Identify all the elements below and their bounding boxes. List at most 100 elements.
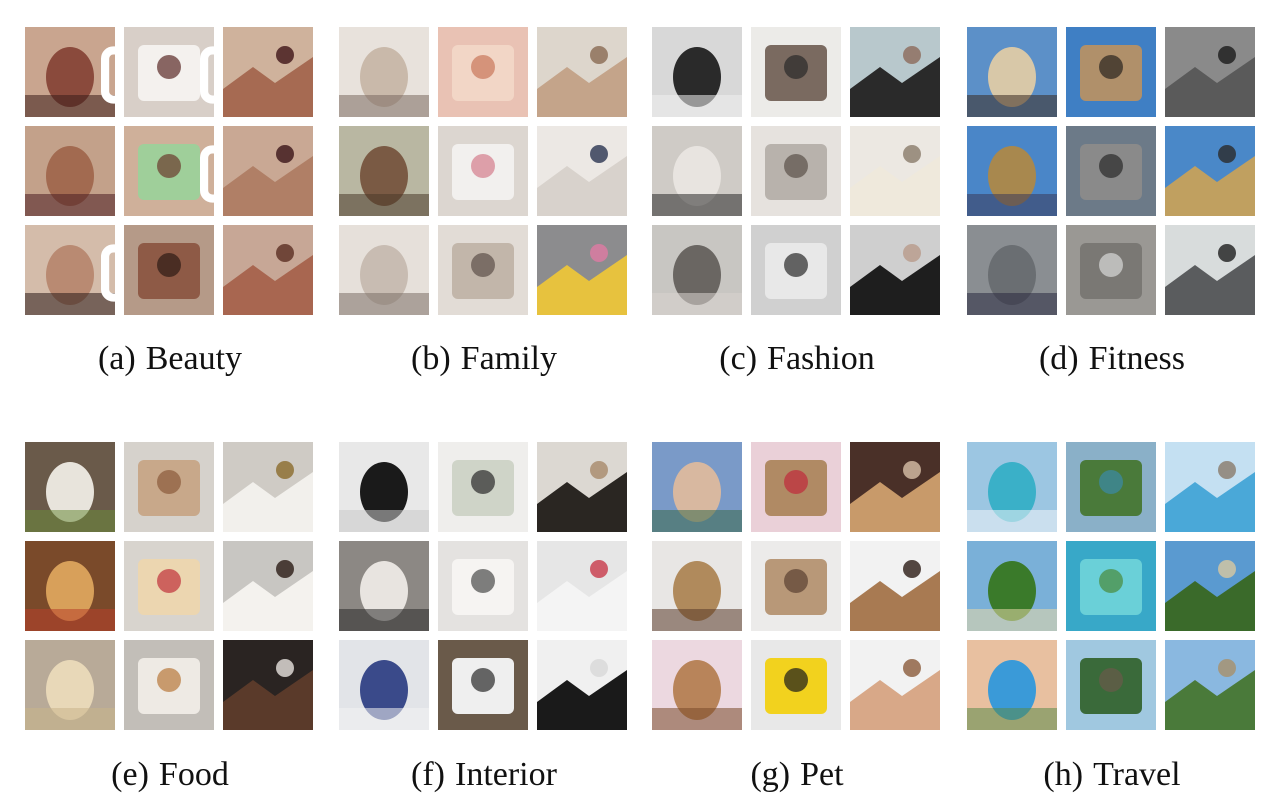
thumbnail-image xyxy=(751,640,841,730)
panel-pet xyxy=(652,442,942,732)
thumbnail-image xyxy=(1165,541,1255,631)
thumbnail-image xyxy=(25,27,115,117)
thumbnail-image xyxy=(967,640,1057,730)
caption-label: (h) xyxy=(1043,756,1084,793)
panel-beauty xyxy=(25,27,315,317)
thumbnail-image xyxy=(124,126,214,216)
caption-label: (c) xyxy=(719,340,758,377)
caption-label: (b) xyxy=(411,340,451,377)
thumbnail-image xyxy=(339,225,429,315)
caption-label: (g) xyxy=(750,756,791,793)
thumbnail-image xyxy=(652,126,742,216)
video-camera-icon xyxy=(200,30,214,104)
panel-fitness xyxy=(967,27,1257,317)
thumbnail-image xyxy=(223,27,313,117)
thumbnail-image xyxy=(223,541,313,631)
caption-travel: (h) Travel xyxy=(967,756,1257,794)
thumbnail-image xyxy=(1165,27,1255,117)
thumbnail-image xyxy=(25,126,115,216)
thumbnail-image xyxy=(537,541,627,631)
thumbnail-image xyxy=(1165,442,1255,532)
thumbnail-image xyxy=(25,225,115,315)
thumbnail-image xyxy=(967,442,1057,532)
panel-food xyxy=(25,442,315,732)
thumbnail-image xyxy=(339,27,429,117)
thumbnail-image xyxy=(967,225,1057,315)
caption-label: (a) xyxy=(97,340,136,377)
thumbnail-image xyxy=(537,126,627,216)
thumbnail-image xyxy=(652,225,742,315)
thumbnail-image xyxy=(339,126,429,216)
thumbnail-image xyxy=(124,541,214,631)
video-camera-icon xyxy=(101,228,115,302)
thumbnail-image xyxy=(967,126,1057,216)
thumbnail-image xyxy=(537,442,627,532)
panel-fashion xyxy=(652,27,942,317)
thumbnail-image xyxy=(652,640,742,730)
caption-category: Family xyxy=(460,340,557,377)
thumbnail-image xyxy=(124,225,214,315)
thumbnail-image xyxy=(850,442,940,532)
thumbnail-image xyxy=(850,225,940,315)
thumbnail-image xyxy=(850,640,940,730)
thumbnail-image xyxy=(537,225,627,315)
thumbnail-image xyxy=(850,126,940,216)
caption-food: (e) Food xyxy=(25,756,315,794)
caption-interior: (f) Interior xyxy=(339,756,629,794)
thumbnail-image xyxy=(124,640,214,730)
thumbnail-image xyxy=(438,541,528,631)
caption-label: (d) xyxy=(1038,340,1079,377)
thumbnail-image xyxy=(751,541,841,631)
thumbnail-image xyxy=(25,541,115,631)
caption-category: Interior xyxy=(455,756,557,793)
thumbnail-image xyxy=(967,541,1057,631)
thumbnail-image xyxy=(339,640,429,730)
panel-family xyxy=(339,27,629,317)
thumbnail-image xyxy=(850,541,940,631)
caption-category: Pet xyxy=(800,756,844,793)
thumbnail-image xyxy=(223,126,313,216)
caption-category: Travel xyxy=(1093,756,1181,793)
video-camera-icon xyxy=(101,30,115,104)
thumbnail-image xyxy=(124,442,214,532)
thumbnail-image xyxy=(1066,225,1156,315)
thumbnail-image xyxy=(124,27,214,117)
thumbnail-image xyxy=(438,640,528,730)
thumbnail-image xyxy=(1066,126,1156,216)
thumbnail-image xyxy=(751,442,841,532)
thumbnail-image xyxy=(1165,126,1255,216)
thumbnail-image xyxy=(438,225,528,315)
thumbnail-image xyxy=(223,640,313,730)
thumbnail-image xyxy=(751,126,841,216)
thumbnail-image xyxy=(537,27,627,117)
video-camera-icon xyxy=(200,129,214,203)
caption-pet: (g) Pet xyxy=(652,756,942,794)
thumbnail-image xyxy=(223,442,313,532)
thumbnail-image xyxy=(1066,442,1156,532)
thumbnail-image xyxy=(537,640,627,730)
thumbnail-image xyxy=(1165,640,1255,730)
caption-family: (b) Family xyxy=(339,340,629,378)
thumbnail-image xyxy=(339,442,429,532)
panel-travel xyxy=(967,442,1257,732)
thumbnail-image xyxy=(850,27,940,117)
thumbnail-image xyxy=(339,541,429,631)
caption-beauty: (a) Beauty xyxy=(25,340,315,378)
thumbnail-image xyxy=(25,442,115,532)
thumbnail-image xyxy=(223,225,313,315)
caption-fashion: (c) Fashion xyxy=(652,340,942,378)
caption-category: Fitness xyxy=(1088,340,1185,377)
caption-fitness: (d) Fitness xyxy=(967,340,1257,378)
caption-category: Food xyxy=(158,756,229,793)
thumbnail-image xyxy=(1066,541,1156,631)
thumbnail-image xyxy=(438,27,528,117)
thumbnail-image xyxy=(652,442,742,532)
caption-label: (e) xyxy=(111,756,149,793)
thumbnail-image xyxy=(1165,225,1255,315)
thumbnail-image xyxy=(652,541,742,631)
thumbnail-image xyxy=(1066,640,1156,730)
caption-category: Fashion xyxy=(767,340,875,377)
thumbnail-image xyxy=(25,640,115,730)
thumbnail-image xyxy=(1066,27,1156,117)
caption-category: Beauty xyxy=(145,340,243,377)
